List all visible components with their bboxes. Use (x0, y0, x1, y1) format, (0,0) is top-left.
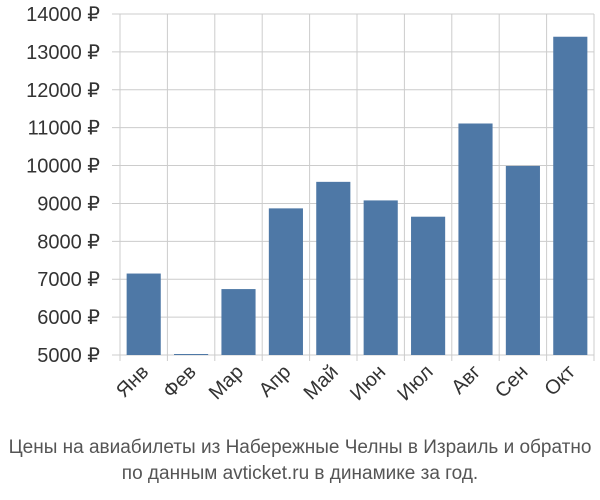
x-tick-label: Июн (346, 361, 390, 405)
x-tick-label: Мар (205, 361, 248, 404)
x-tick-label: Сен (491, 361, 532, 402)
y-tick-label: 13000 ₽ (26, 42, 100, 64)
chart-caption-line-2: по данным avticket.ru в динамике за год. (121, 463, 479, 484)
y-tick-label: 6000 ₽ (37, 307, 100, 329)
bar-10 (553, 36, 588, 355)
x-tick-label: Июл (393, 361, 437, 405)
bar-2 (174, 354, 209, 355)
chart-caption-line-1: Цены на авиабилеты из Набережные Челны в… (8, 437, 592, 458)
bar-6 (363, 200, 398, 355)
y-tick-label: 12000 ₽ (26, 80, 100, 102)
bar-4 (268, 208, 303, 355)
grid-lines (112, 13, 595, 361)
y-tick-label: 9000 ₽ (37, 193, 100, 215)
y-tick-label: 10000 ₽ (26, 156, 100, 178)
x-tick-label: Авг (447, 361, 485, 399)
bars (126, 36, 588, 355)
x-tick-label: Окт (540, 361, 579, 400)
bar-5 (316, 181, 351, 355)
y-tick-label: 11000 ₽ (28, 118, 101, 140)
y-tick-label: 8000 ₽ (37, 231, 100, 253)
bar-1 (126, 273, 161, 355)
y-axis-ticks: 5000 ₽ 6000 ₽ 7000 ₽ 8000 ₽ 9000 ₽ 10000 ₽ 110… (26, 4, 100, 367)
y-tick-label: 14000 ₽ (26, 4, 100, 26)
x-tick-label: Фев (159, 361, 201, 403)
y-tick-label: 7000 ₽ (37, 269, 100, 291)
bar-7 (411, 216, 446, 355)
x-tick-label: Апр (255, 361, 296, 402)
bar-9 (505, 165, 540, 355)
bar-3 (221, 289, 256, 355)
x-tick-label: Май (300, 361, 343, 404)
y-tick-label: 5000 ₽ (37, 345, 100, 367)
x-tick-label: Янв (112, 361, 153, 402)
bar-chart: 5000 ₽ 6000 ₽ 7000 ₽ 8000 ₽ 9000 ₽ 10000 ₽ 110… (26, 4, 595, 405)
bar-8 (458, 123, 493, 355)
x-axis-ticks: Янв Фев Мар Апр Май Июн Июл Авг Сен Окт (112, 361, 580, 405)
